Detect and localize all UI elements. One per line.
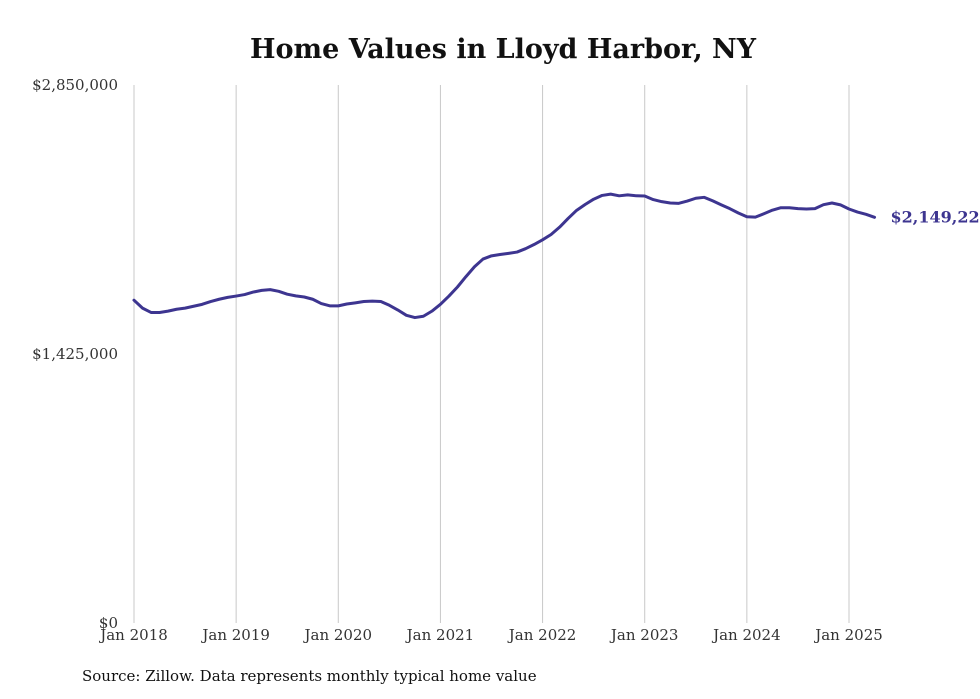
x-tick-label: Jan 2019 (200, 626, 270, 644)
y-tick-label: $1,425,000 (32, 345, 118, 363)
y-tick-label: $2,850,000 (32, 76, 118, 94)
x-tick-label: Jan 2022 (507, 626, 577, 644)
source-note: Source: Zillow. Data represents monthly … (82, 667, 537, 685)
x-tick-label: Jan 2023 (609, 626, 679, 644)
x-tick-label: Jan 2024 (711, 626, 781, 644)
y-tick-label: $0 (99, 614, 118, 632)
y-axis-ticks: $0 $1,425,000 $2,850,000 (32, 76, 118, 632)
x-tick-label: Jan 2025 (813, 626, 883, 644)
x-tick-label: Jan 2018 (98, 626, 168, 644)
chart-title: Home Values in Lloyd Harbor, NY (250, 34, 757, 65)
series-line (132, 192, 877, 320)
grid-lines (133, 85, 850, 623)
x-tick-label: Jan 2021 (405, 626, 475, 644)
x-tick-label: Jan 2020 (303, 626, 373, 644)
end-value-label: $2,149,226 (891, 207, 980, 226)
x-axis-ticks: Jan 2018 Jan 2019 Jan 2020 Jan 2021 Jan 2022… (98, 626, 883, 644)
